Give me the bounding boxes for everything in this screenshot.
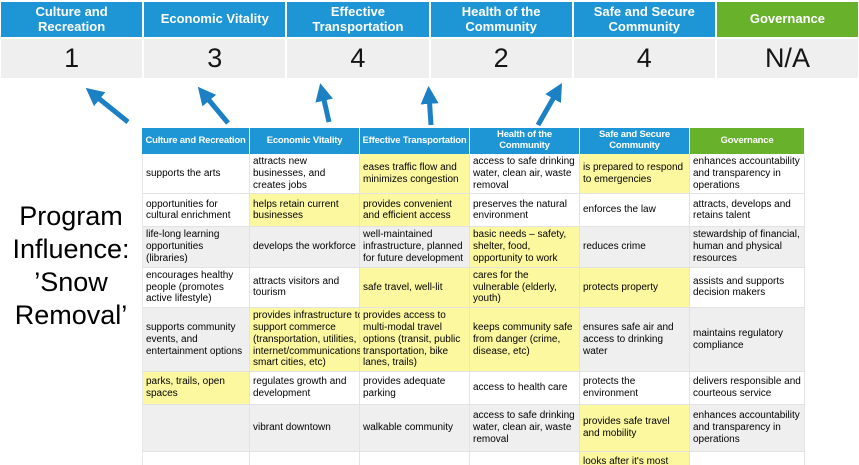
arrow-up-5 bbox=[535, 82, 563, 127]
matrix-cell-r6-c2: regulates growth and development bbox=[250, 372, 360, 406]
matrix-header-cell-2: Economic Vitality bbox=[250, 128, 360, 154]
matrix-row-6: parks, trails, open spaces regulates grow… bbox=[142, 372, 805, 406]
program-label-line-3: ’Snow bbox=[34, 266, 108, 297]
banner-column-label-6: Governance bbox=[716, 2, 859, 37]
arrow-up-3 bbox=[315, 83, 333, 123]
matrix-cell-r2-c6: attracts, develops and retains talent bbox=[690, 194, 805, 228]
matrix-cell-r7-c2: vibrant downtown bbox=[250, 405, 360, 453]
matrix-cell-r7-c3: walkable community bbox=[360, 405, 470, 453]
matrix-cell-r2-c1: opportunities for cultural enrichment bbox=[142, 194, 250, 228]
matrix-header-cell-5: Safe and Secure Community bbox=[580, 128, 690, 154]
priority-banner: Culture and Recreation Economic Vitality E… bbox=[1, 2, 859, 37]
matrix-header-cell-3: Effective Transportation bbox=[360, 128, 470, 154]
matrix-cell-r4-c1: encourages healthy people (promotes acti… bbox=[142, 267, 250, 309]
matrix-cell-r1-c3: eases traffic flow and minimizes congest… bbox=[360, 154, 470, 195]
matrix-body: supports the arts attracts new businesses… bbox=[142, 154, 805, 465]
program-label-line-2: Influence: bbox=[12, 233, 130, 264]
matrix-header-row: Culture and Recreation Economic Vitality E… bbox=[142, 128, 805, 154]
matrix-cell-r8-c6 bbox=[690, 452, 805, 465]
banner-score-2: 3 bbox=[144, 39, 286, 78]
matrix-cell-r5-c6: maintains regulatory compliance bbox=[690, 308, 805, 373]
matrix-cell-r6-c4: access to health care bbox=[470, 372, 580, 406]
program-influence-label: Program Influence: ’Snow Removal’ bbox=[0, 200, 142, 332]
banner-score-4: 2 bbox=[430, 39, 572, 78]
matrix-cell-r4-c4: cares for the vulnerable (elderly, youth… bbox=[470, 267, 580, 309]
matrix-row-4: encourages healthy people (promotes acti… bbox=[142, 267, 805, 309]
matrix-cell-r1-c5: is prepared to respond to emergencies bbox=[580, 154, 690, 195]
matrix-cell-r1-c4: access to safe drinking water, clean air… bbox=[470, 154, 580, 195]
matrix-header-cell-1: Culture and Recreation bbox=[142, 128, 250, 154]
influence-arrows bbox=[85, 82, 563, 127]
matrix-header-cell-4: Health of the Community bbox=[470, 128, 580, 154]
banner-score-5: 4 bbox=[573, 39, 715, 78]
matrix-row-5: supports community events, and entertain… bbox=[142, 308, 805, 373]
matrix-cell-r6-c1: parks, trails, open spaces bbox=[142, 372, 250, 406]
matrix-cell-r3-c3: well-maintained infrastructure, planned … bbox=[360, 227, 470, 268]
matrix-header-cell-6: Governance bbox=[690, 128, 805, 154]
matrix-cell-r4-c3: safe travel, well-lit bbox=[360, 267, 470, 309]
matrix-cell-r2-c2: helps retain current businesses bbox=[250, 194, 360, 228]
matrix-cell-r3-c2: develops the workforce bbox=[250, 227, 360, 268]
matrix-cell-r5-c2: provides infrastructure to support comme… bbox=[250, 308, 364, 373]
matrix-cell-r3-c1: life-long learning opportunities (librar… bbox=[142, 227, 250, 268]
arrow-up-4 bbox=[420, 85, 439, 126]
matrix-cell-r8-c3 bbox=[360, 452, 470, 465]
matrix-row-2: opportunities for cultural enrichment hel… bbox=[142, 194, 805, 228]
matrix-cell-r4-c2: attracts visitors and tourism bbox=[250, 267, 360, 309]
matrix-cell-r6-c3: provides adequate parking bbox=[360, 372, 470, 406]
matrix-cell-r7-c5: provides safe travel and mobility bbox=[580, 405, 690, 453]
matrix-cell-r2-c4: preserves the natural environment bbox=[470, 194, 580, 228]
banner-score-1: 1 bbox=[1, 39, 143, 78]
matrix-cell-r1-c1: supports the arts bbox=[142, 154, 250, 195]
program-label-line-4: Removal’ bbox=[14, 299, 128, 330]
matrix-cell-r5-c3: provides access to multi-modal travel op… bbox=[360, 308, 470, 373]
matrix-cell-r7-c1 bbox=[142, 405, 250, 453]
arrow-up-2 bbox=[197, 86, 230, 125]
matrix-cell-r6-c6: delivers responsible and courteous servi… bbox=[690, 372, 805, 406]
matrix-cell-r5-c4: keeps community safe from danger (crime,… bbox=[470, 308, 580, 373]
matrix-cell-r8-c2 bbox=[250, 452, 360, 465]
score-row: 1 3 4 2 4 N/A bbox=[1, 39, 859, 78]
matrix-cell-r3-c4: basic needs – safety, shelter, food, opp… bbox=[470, 227, 580, 268]
banner-column-label-1: Culture and Recreation bbox=[1, 2, 143, 37]
matrix-cell-r4-c5: protects property bbox=[580, 267, 690, 309]
banner-column-label-2: Economic Vitality bbox=[144, 2, 286, 37]
influence-matrix: Culture and Recreation Economic Vitality E… bbox=[142, 128, 805, 465]
matrix-cell-r8-c5: looks after it's most vulnerable bbox=[580, 452, 690, 465]
matrix-cell-r1-c2: attracts new businesses, and creates job… bbox=[250, 154, 360, 195]
matrix-cell-r3-c6: stewardship of financial, human and phys… bbox=[690, 227, 805, 268]
matrix-cell-r7-c4: access to safe drinking water, clean air… bbox=[470, 405, 580, 453]
matrix-row-3: life-long learning opportunities (librar… bbox=[142, 227, 805, 268]
matrix-cell-r5-c5: ensures safe air and access to drinking … bbox=[580, 308, 690, 373]
matrix-cell-r8-c4 bbox=[470, 452, 580, 465]
matrix-cell-r5-c1: supports community events, and entertain… bbox=[142, 308, 250, 373]
matrix-cell-r3-c5: reduces crime bbox=[580, 227, 690, 268]
matrix-cell-r2-c3: provides convenient and efficient access bbox=[360, 194, 470, 228]
banner-column-label-3: Effective Transportation bbox=[287, 2, 429, 37]
matrix-cell-r6-c5: protects the environment bbox=[580, 372, 690, 406]
matrix-cell-r8-c1 bbox=[142, 452, 250, 465]
matrix-cell-r2-c5: enforces the law bbox=[580, 194, 690, 228]
matrix-row-1: supports the arts attracts new businesses… bbox=[142, 154, 805, 195]
matrix-cell-r4-c6: assists and supports decision makers bbox=[690, 267, 805, 309]
banner-column-label-4: Health of the Community bbox=[430, 2, 572, 37]
arrow-up-1 bbox=[85, 87, 130, 124]
matrix-cell-r1-c6: enhances accountability and transparency… bbox=[690, 154, 805, 195]
matrix-cell-r7-c6: enhances accountability and transparency… bbox=[690, 405, 805, 453]
matrix-row-7: vibrant downtown walkable community access… bbox=[142, 405, 805, 453]
banner-score-3: 4 bbox=[287, 39, 429, 78]
banner-column-label-5: Safe and Secure Community bbox=[573, 2, 715, 37]
matrix-row-8: looks after it's most vulnerable bbox=[142, 452, 805, 465]
program-label-line-1: Program bbox=[19, 201, 123, 231]
banner-score-6: N/A bbox=[716, 39, 859, 78]
